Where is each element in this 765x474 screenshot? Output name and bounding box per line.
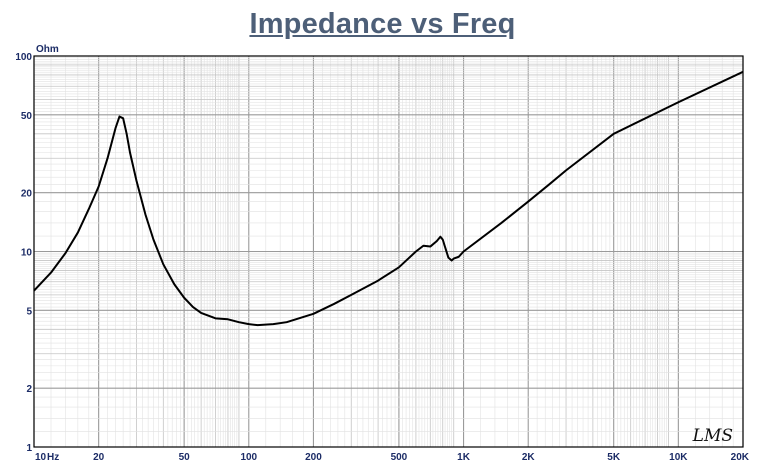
lms-watermark: LMS [692, 426, 733, 446]
y-tick-label: 5 [26, 306, 32, 317]
tick-labels: 10 20 50 100 200 500 1K 2K 5K 10K 20K 1 2 5 10 20 50 100 [15, 52, 749, 463]
x-tick-label: 5K [607, 452, 621, 463]
x-tick-label: 10K [669, 452, 688, 463]
plot-frame [33, 55, 744, 448]
x-tick-label: 20 [93, 452, 105, 463]
y-tick-label: 2 [26, 384, 32, 395]
y-tick-label: 10 [21, 248, 33, 259]
y-tick-label: 50 [21, 111, 33, 122]
y-axis-unit-label: Ohm [36, 44, 59, 55]
x-tick-label: 1K [457, 452, 471, 463]
impedance-curve [33, 70, 744, 327]
chart-title: Impedance vs Freq [249, 8, 516, 40]
x-tick-label: 200 [305, 452, 322, 463]
y-tick-label: 100 [15, 52, 32, 63]
x-axis-unit-label: Hz [47, 452, 59, 463]
x-tick-label: 20K [731, 452, 750, 463]
y-tick-label: 1 [26, 443, 32, 454]
y-tick-label: 20 [21, 189, 33, 200]
x-tick-label: 10 [35, 452, 47, 463]
x-tick-label: 2K [522, 452, 536, 463]
x-tick-label: 500 [391, 452, 408, 463]
x-tick-label: 50 [179, 452, 191, 463]
grid-lines [33, 56, 744, 448]
x-tick-label: 100 [240, 452, 257, 463]
